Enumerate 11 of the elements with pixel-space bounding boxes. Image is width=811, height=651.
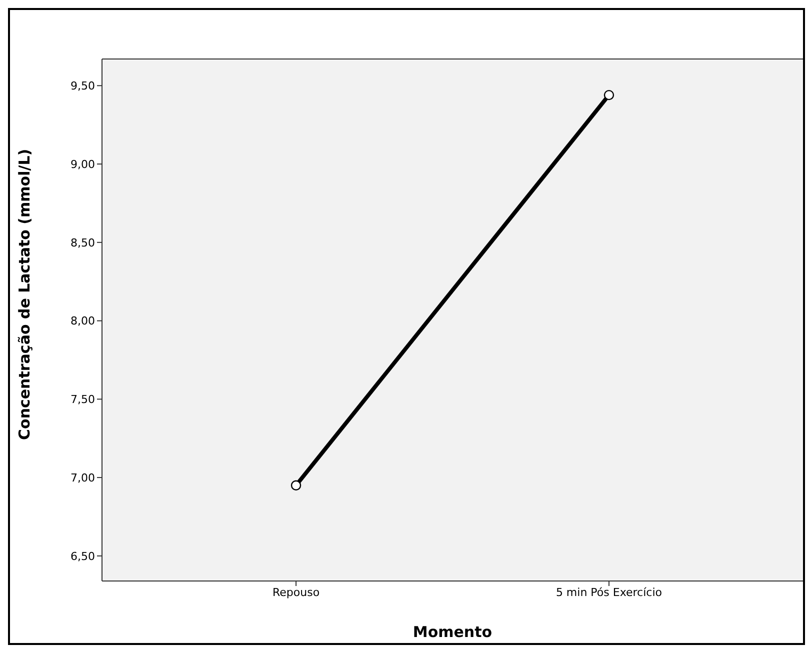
y-tick-label: 9,50: [70, 80, 95, 93]
x-axis-title: Momento: [412, 623, 492, 641]
y-tick-label: 6,50: [70, 550, 95, 563]
y-tick-label: 7,00: [70, 471, 95, 484]
y-tick-label: 9,00: [70, 158, 95, 171]
y-tick-label: 7,50: [70, 393, 95, 406]
x-tick-label: Repouso: [272, 586, 320, 599]
y-axis-title: Concentração de Lactato (mmol/L): [15, 148, 34, 440]
y-tick-label: 8,50: [70, 236, 95, 250]
y-tick-label: 8,00: [70, 314, 95, 328]
x-tick-label: 5 min Pós Exercício: [556, 586, 662, 599]
